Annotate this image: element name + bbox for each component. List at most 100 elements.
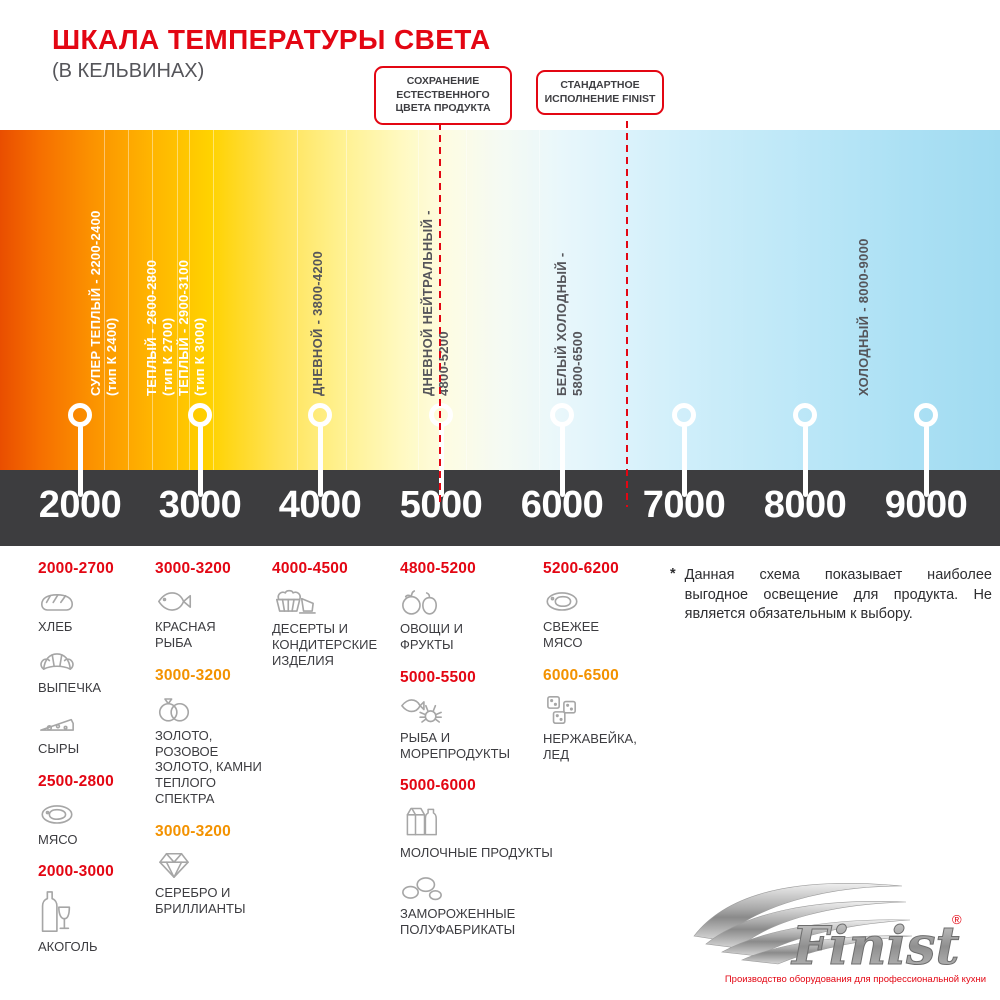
band-label-warm-2700: ТЕПЛЫЙ - 2600-2800 (тип К 2700)	[144, 259, 175, 396]
cheese-icon	[38, 709, 150, 736]
legend-item: ЗАМОРОЖЕННЫЕ ПОЛУФАБРИКАТЫ	[400, 874, 590, 938]
steak-icon	[38, 800, 150, 827]
legend-item: ДЕСЕРТЫ И КОНДИТЕРСКИЕ ИЗДЕЛИЯ	[272, 587, 396, 669]
legend-column-5: 5200-6200 СВЕЖЕЕ МЯСО 6000-6500 НЕРЖАВЕЙ…	[543, 560, 655, 775]
item-label: ЗАМОРОЖЕННЫЕ ПОЛУФАБРИКАТЫ	[400, 906, 516, 938]
band-separator	[539, 130, 540, 470]
band-label-warm-3000: ТЕПЛЫЙ - 2900-3100 (тип К 3000)	[176, 259, 207, 396]
finist-logo: Finist ® Производство оборудования для п…	[693, 883, 986, 985]
temperature-gradient: СУПЕР ТЕПЛЫЙ - 2200-2400 (тип К 2400) ТЕ…	[0, 130, 1000, 497]
range-label: 6000-6500	[543, 666, 619, 684]
range-label: 3000-3200	[155, 666, 231, 684]
legend-item: СЫРЫ	[38, 709, 150, 757]
legend-group: 5000-5500 РЫБА И МОРЕПРОДУКТЫ	[400, 669, 590, 762]
legend-group: 2000-3000 АКОГОЛЬ	[38, 863, 150, 955]
band-separator	[346, 130, 347, 470]
legend-column-1: 2000-2700 ХЛЕБ ВЫПЕЧКА СЫРЫ 250	[38, 560, 150, 968]
legend-column-4: 4800-5200 ОВОЩИ И ФРУКТЫ 5000-5500 РЫБА …	[400, 560, 590, 951]
legend-item: ХЛЕБ	[38, 587, 150, 635]
item-label: ДЕСЕРТЫ И КОНДИТЕРСКИЕ ИЗДЕЛИЯ	[272, 621, 378, 668]
legend-group: 2500-2800 МЯСО	[38, 773, 150, 848]
legend-item: КРАСНАЯ РЫБА	[155, 587, 275, 651]
band-separator	[466, 130, 467, 470]
dessert-icon	[272, 587, 396, 616]
brand-tagline: Производство оборудования для профессион…	[725, 974, 986, 985]
legend-group: 3000-3200 КРАСНАЯ РЫБА	[155, 560, 275, 651]
legend-column-3: 4000-4500 ДЕСЕРТЫ И КОНДИТЕРСКИЕ ИЗДЕЛИЯ	[272, 560, 396, 682]
diamond-icon	[155, 850, 275, 880]
wing-icon	[693, 883, 913, 965]
legend-item: МЯСО	[38, 800, 150, 848]
registered-mark: ®	[952, 912, 962, 927]
item-label: СЕРЕБРО И БРИЛЛИАНТЫ	[155, 885, 246, 916]
band-label-super-warm: СУПЕР ТЕПЛЫЙ - 2200-2400 (тип К 2400)	[88, 210, 119, 396]
band-label-daylight-neutral: ДНЕВНОЙ НЕЙТРАЛЬНЫЙ - 4800-5200	[420, 210, 451, 396]
item-label: РЫБА И МОРЕПРОДУКТЫ	[400, 729, 511, 761]
footnote: * Данная схема показывает наиболее выгод…	[670, 566, 992, 625]
brand-wordmark: Finist	[790, 916, 960, 977]
seafood-icon	[400, 696, 590, 725]
legend-item: ВЫПЕЧКА	[38, 648, 150, 696]
range-label: 5200-6200	[543, 560, 619, 577]
item-label: ОВОЩИ И ФРУКТЫ	[400, 621, 463, 652]
alcohol-icon	[38, 890, 150, 934]
band-separator	[128, 130, 129, 470]
callout-natural-color: СОХРАНЕНИЕ ЕСТЕСТВЕННОГО ЦВЕТА ПРОДУКТА	[374, 66, 512, 125]
fish-icon	[155, 587, 275, 614]
range-label: 4000-4500	[272, 560, 348, 577]
range-label: 5000-5500	[400, 668, 476, 686]
band-separator	[104, 130, 105, 470]
band-label-cold: ХОЛОДНЫЙ - 8000-9000	[856, 238, 871, 396]
item-label: СВЕЖЕЕ МЯСО	[543, 619, 600, 650]
frozen-food-icon	[400, 874, 590, 901]
footnote-text: Данная схема показывает наиболее выгодно…	[684, 567, 992, 623]
legend-group: 4000-4500 ДЕСЕРТЫ И КОНДИТЕРСКИЕ ИЗДЕЛИЯ	[272, 560, 396, 669]
callout-finist-standard: СТАНДАРТНОЕ ИСПОЛНЕНИЕ FINIST	[536, 70, 664, 116]
legend-group: 3000-3200 СЕРЕБРО И БРИЛЛИАНТЫ	[155, 823, 275, 917]
band-separator	[418, 130, 419, 470]
legend-column-2: 3000-3200 КРАСНАЯ РЫБА 3000-3200 ЗОЛОТО,…	[155, 560, 275, 930]
band-label-daylight: ДНЕВНОЙ - 3800-4200	[310, 251, 325, 396]
band-separator	[152, 130, 153, 470]
vegetables-fruits-icon	[400, 587, 590, 616]
band-separator	[213, 130, 214, 470]
dairy-icon	[400, 804, 590, 840]
legend-item: АКОГОЛЬ	[38, 890, 150, 955]
band-separator	[189, 130, 190, 470]
legend-item: НЕРЖАВЕЙКА, ЛЕД	[543, 694, 655, 763]
range-label: 5000-6000	[400, 777, 476, 795]
range-label: 2500-2800	[38, 772, 114, 790]
band-separator	[297, 130, 298, 470]
range-label: 2000-2700	[38, 560, 114, 577]
kelvin-axis: 2000 3000 4000 5000 6000 7000 8000 9000	[0, 470, 1000, 546]
legend-item: ЗОЛОТО, РОЗОВОЕ ЗОЛОТО, КАМНИ ТЕПЛОГО СП…	[155, 694, 275, 807]
legend-item: СЕРЕБРО И БРИЛЛИАНТЫ	[155, 850, 275, 917]
croissant-icon	[38, 648, 150, 675]
fresh-meat-icon	[543, 587, 655, 614]
legend-group: 6000-6500 НЕРЖАВЕЙКА, ЛЕД	[543, 667, 655, 763]
page-title: ШКАЛА ТЕМПЕРАТУРЫ СВЕТА	[52, 24, 491, 55]
item-label: СЫРЫ	[38, 740, 80, 756]
band-separator	[177, 130, 178, 470]
legend-item: ОВОЩИ И ФРУКТЫ	[400, 587, 590, 653]
legend-group: 5200-6200 СВЕЖЕЕ МЯСО	[543, 560, 655, 651]
legend-group: 2000-2700 ХЛЕБ ВЫПЕЧКА СЫРЫ	[38, 560, 150, 757]
item-label: ЗОЛОТО, РОЗОВОЕ ЗОЛОТО, КАМНИ ТЕПЛОГО СП…	[155, 727, 262, 807]
ice-cubes-icon	[543, 694, 655, 726]
item-label: МЯСО	[38, 831, 78, 847]
item-label: ХЛЕБ	[38, 619, 73, 634]
legend-item: МОЛОЧНЫЕ ПРОДУКТЫ	[400, 804, 590, 861]
page-subtitle: (В КЕЛЬВИНАХ)	[52, 60, 205, 82]
item-label: МОЛОЧНЫЕ ПРОДУКТЫ	[400, 845, 553, 861]
item-label: ВЫПЕЧКА	[38, 679, 102, 695]
legend-item: РЫБА И МОРЕПРОДУКТЫ	[400, 696, 590, 762]
legend-group: 5000-6000 МОЛОЧНЫЕ ПРОДУКТЫ ЗАМОРОЖЕННЫЕ…	[400, 777, 590, 938]
range-label: 3000-3200	[155, 560, 231, 577]
rings-icon	[155, 694, 275, 723]
callout-line-6500	[626, 121, 628, 507]
item-label: НЕРЖАВЕЙКА, ЛЕД	[543, 730, 637, 762]
footnote-marker: *	[670, 566, 676, 582]
range-label: 3000-3200	[155, 823, 231, 841]
legend-group: 4800-5200 ОВОЩИ И ФРУКТЫ	[400, 560, 590, 653]
